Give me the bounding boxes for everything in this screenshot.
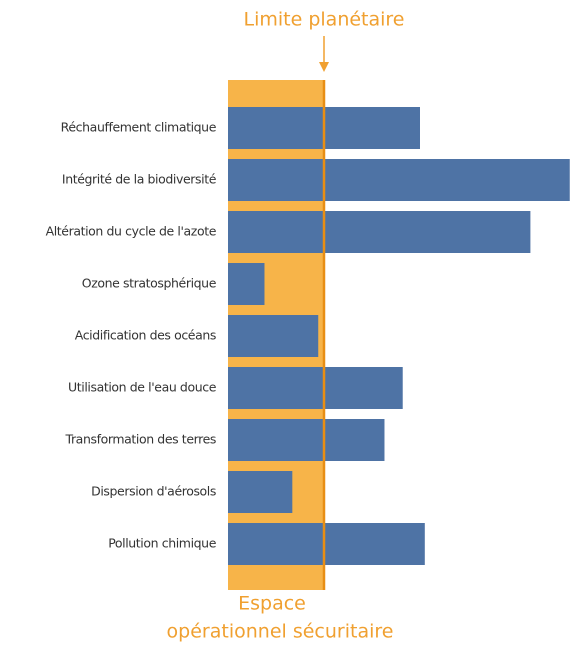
y-tick-label: Pollution chimique [108,536,216,551]
y-tick-label: Transformation des terres [65,432,216,447]
safe-zone-label: Espace [238,593,306,615]
y-tick-label: Utilisation de l'eau douce [68,380,217,395]
y-tick-label: Altération du cycle de l'azote [46,224,217,239]
bar [228,263,265,305]
y-tick-label: Acidification des océans [75,328,216,343]
bar [228,315,319,357]
arrow-head [319,62,329,72]
safe-zone-label: opérationnel sécuritaire [167,621,394,643]
y-tick-label: Intégrité de la biodiversité [62,172,217,187]
bar [228,419,385,461]
bar [228,471,293,513]
bar [228,211,531,253]
bar [228,523,425,565]
chart-title: Limite planétaire [244,9,405,31]
bar [228,367,403,409]
y-tick-label: Dispersion d'aérosols [91,484,216,499]
y-tick-label: Ozone stratosphérique [82,276,217,291]
y-tick-label: Réchauffement climatique [61,120,217,135]
bar [228,159,570,201]
